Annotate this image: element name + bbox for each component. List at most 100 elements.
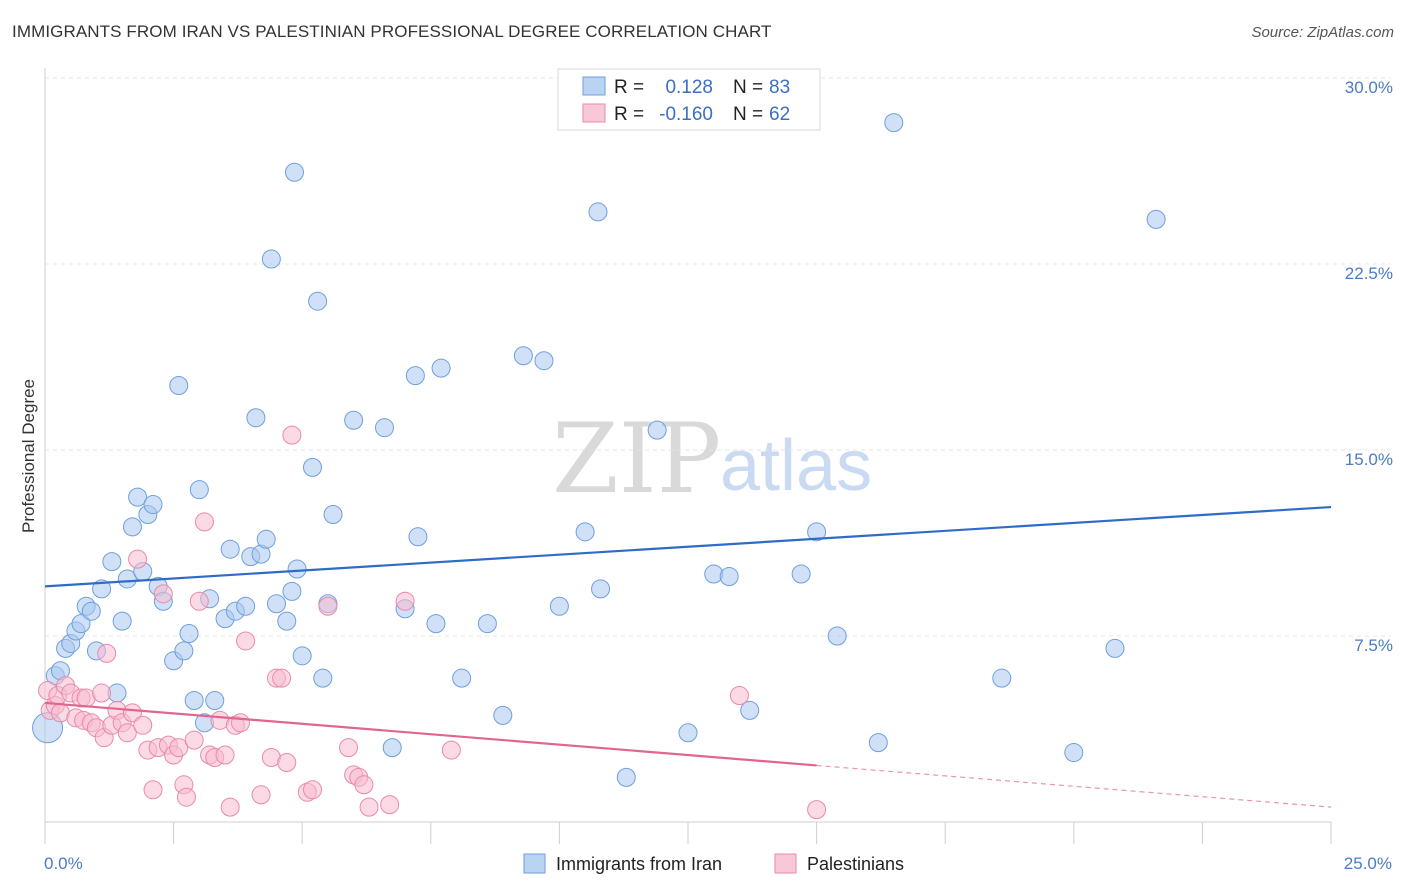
iran-point-81 — [1105, 638, 1125, 658]
legend: R = 0.128 N = 83 R = -0.160 N = 62 — [557, 68, 821, 131]
iran-point-10 — [92, 579, 112, 599]
iran-point-13 — [112, 611, 132, 631]
legend-r-label-palestinians: R = — [614, 104, 644, 125]
iran-point-56 — [408, 527, 428, 547]
palestinian-point-19 — [117, 723, 137, 743]
palestinian-point-34 — [194, 512, 214, 532]
palestinian-trend-line-extrapolated — [816, 764, 1332, 808]
legend-r-label-iran: R = — [614, 77, 644, 98]
iran-point-66 — [588, 202, 608, 222]
palestinian-point-32 — [184, 730, 204, 750]
iran-point-78 — [884, 113, 904, 133]
palestinian-point-57 — [380, 795, 400, 815]
watermark-zip: ZIP — [552, 403, 721, 515]
iran-point-52 — [375, 418, 395, 438]
palestinian-point-48 — [282, 425, 302, 445]
iran-point-64 — [549, 596, 569, 616]
palestinian-point-41 — [230, 713, 250, 733]
palestinian-point-39 — [220, 797, 240, 817]
iran-point-44 — [287, 559, 307, 579]
iran-point-11 — [102, 552, 122, 572]
y-tick-label-3: 30.0% — [1345, 78, 1393, 97]
iran-point-36 — [246, 408, 266, 428]
palestinian-point-38 — [215, 745, 235, 765]
palestinian-point-61 — [807, 800, 827, 820]
iran-point-14 — [117, 569, 137, 589]
iran-point-57 — [426, 614, 446, 634]
iran-point-59 — [452, 668, 472, 688]
x-tick-label-min: 0.0% — [44, 854, 83, 873]
iran-point-42 — [282, 581, 302, 601]
palestinian-point-29 — [169, 738, 189, 758]
palestinian-point-33 — [189, 591, 209, 611]
y-tick-labels: 7.5% 15.0% 22.5% 30.0% — [1345, 78, 1393, 655]
iran-point-61 — [493, 705, 513, 725]
chart-source: Source: ZipAtlas.com — [1251, 24, 1394, 41]
iran-point-69 — [647, 420, 667, 440]
iran-point-67 — [591, 579, 611, 599]
iran-point-38 — [256, 529, 276, 549]
bottom-legend-swatch-iran — [523, 853, 546, 874]
palestinian-point-55 — [354, 775, 374, 795]
legend-r-value-iran: 0.128 — [665, 77, 713, 98]
iran-point-41 — [277, 611, 297, 631]
bottom-legend-label-iran: Immigrants from Iran — [556, 854, 722, 874]
iran-point-63 — [534, 351, 554, 371]
series-layer — [32, 113, 1332, 820]
iran-point-25 — [179, 624, 199, 644]
palestinian-point-56 — [359, 797, 379, 817]
iran-point-50 — [323, 504, 343, 524]
iran-point-19 — [143, 495, 163, 515]
legend-swatch-iran — [582, 76, 606, 96]
legend-r-value-palestinians: -0.160 — [659, 104, 713, 125]
palestinian-point-51 — [318, 596, 338, 616]
iran-point-79 — [992, 668, 1012, 688]
iran-point-60 — [477, 614, 497, 634]
y-tick-label-0: 7.5% — [1354, 636, 1393, 655]
y-axis-label: Professional Degree — [19, 379, 38, 533]
iran-point-70 — [678, 723, 698, 743]
bottom-legend: Immigrants from Iran Palestinians — [523, 853, 904, 874]
chart-title: IMMIGRANTS FROM IRAN VS PALESTINIAN PROF… — [12, 22, 772, 41]
palestinian-point-60 — [729, 686, 749, 706]
iran-point-72 — [719, 566, 739, 586]
iran-point-51 — [344, 410, 364, 430]
palestinian-point-20 — [122, 703, 142, 723]
palestinian-trend-line — [44, 701, 817, 767]
y-tick-label-1: 15.0% — [1345, 450, 1393, 469]
legend-n-value-palestinians: 62 — [769, 104, 790, 125]
iran-point-30 — [205, 690, 225, 710]
iran-point-80 — [1064, 743, 1084, 763]
palestinian-point-21 — [128, 549, 148, 569]
palestinian-point-43 — [251, 785, 271, 805]
legend-swatch-palestinians — [582, 103, 606, 123]
iran-point-39 — [261, 249, 281, 269]
bottom-legend-label-palestinians: Palestinians — [807, 854, 904, 874]
iran-point-82 — [1146, 209, 1166, 229]
palestinian-point-15 — [97, 643, 117, 663]
iran-point-8 — [81, 601, 101, 621]
legend-n-label-iran: N = — [733, 77, 763, 98]
palestinian-point-59 — [441, 740, 461, 760]
iran-point-48 — [313, 668, 333, 688]
iran-point-27 — [189, 480, 209, 500]
palestinian-point-58 — [395, 591, 415, 611]
iran-point-77 — [868, 733, 888, 753]
palestinian-point-13 — [92, 683, 112, 703]
iran-point-23 — [169, 376, 189, 396]
palestinian-point-22 — [133, 715, 153, 735]
iran-point-65 — [575, 522, 595, 542]
legend-n-value-iran: 83 — [769, 77, 790, 98]
palestinian-point-46 — [272, 668, 292, 688]
series-0 — [32, 113, 1166, 787]
x-tick-label-max: 25.0% — [1344, 854, 1392, 873]
legend-n-label-palestinians: N = — [733, 104, 763, 125]
iran-point-24 — [174, 641, 194, 661]
iran-point-6 — [71, 614, 91, 634]
iran-point-76 — [827, 626, 847, 646]
iran-point-55 — [405, 366, 425, 386]
bottom-legend-swatch-palestinians — [774, 853, 797, 874]
palestinian-point-31 — [176, 787, 196, 807]
iran-point-58 — [431, 358, 451, 378]
